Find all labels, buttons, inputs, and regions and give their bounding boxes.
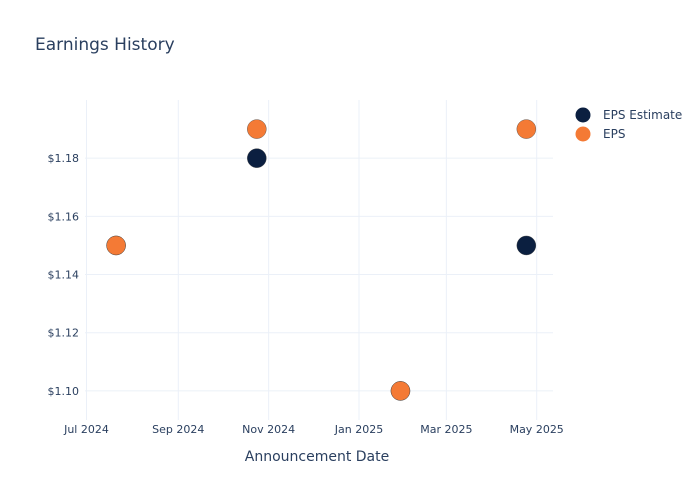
eps-point[interactable]	[106, 235, 126, 256]
x-tick-label: Jan 2025	[334, 423, 383, 436]
y-tick-label: $1.10	[48, 385, 80, 398]
legend-item-eps[interactable]: EPS	[575, 126, 626, 142]
data-points	[106, 119, 537, 401]
y-tick-label: $1.14	[48, 269, 80, 282]
axis-ticks: $1.10 $1.12 $1.14 $1.16 $1.18 Jul 2024 Sep 202…	[48, 152, 564, 436]
eps-point[interactable]	[390, 381, 411, 401]
legend-label: EPS Estimate	[603, 108, 682, 122]
legend-label: EPS	[603, 127, 625, 141]
y-tick-label: $1.16	[48, 210, 80, 223]
x-tick-label: May 2025	[510, 423, 564, 436]
legend[interactable]: EPS Estimate EPS	[575, 107, 683, 142]
x-axis-title: Announcement Date	[245, 449, 389, 465]
legend-item-eps-estimate[interactable]: EPS Estimate	[575, 107, 683, 123]
x-tick-label: Sep 2024	[152, 423, 204, 436]
eps-estimate-point[interactable]	[516, 235, 537, 256]
grid-lines	[85, 100, 553, 420]
eps-point[interactable]	[247, 119, 267, 139]
chart-title: Earnings History	[35, 35, 175, 55]
eps-point[interactable]	[516, 119, 537, 139]
y-tick-label: $1.12	[48, 327, 80, 340]
legend-marker	[575, 107, 591, 123]
x-tick-label: Mar 2025	[420, 423, 472, 436]
x-tick-label: Jul 2024	[63, 423, 109, 436]
eps-estimate-point[interactable]	[247, 148, 267, 168]
legend-marker	[575, 126, 591, 142]
x-tick-label: Nov 2024	[242, 423, 295, 436]
y-tick-label: $1.18	[48, 152, 80, 165]
